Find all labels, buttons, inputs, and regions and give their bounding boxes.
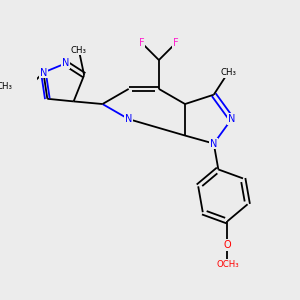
- Text: F: F: [139, 38, 145, 48]
- Text: N: N: [210, 139, 218, 148]
- Text: CH₃: CH₃: [0, 82, 12, 91]
- Text: F: F: [173, 38, 179, 48]
- Text: N: N: [62, 58, 69, 68]
- Text: CH₃: CH₃: [71, 46, 87, 55]
- Text: N: N: [228, 114, 235, 124]
- Text: CH₃: CH₃: [220, 68, 236, 77]
- Text: N: N: [40, 68, 47, 77]
- Text: OCH₃: OCH₃: [216, 260, 239, 269]
- Text: O: O: [224, 240, 231, 250]
- Text: N: N: [125, 114, 132, 124]
